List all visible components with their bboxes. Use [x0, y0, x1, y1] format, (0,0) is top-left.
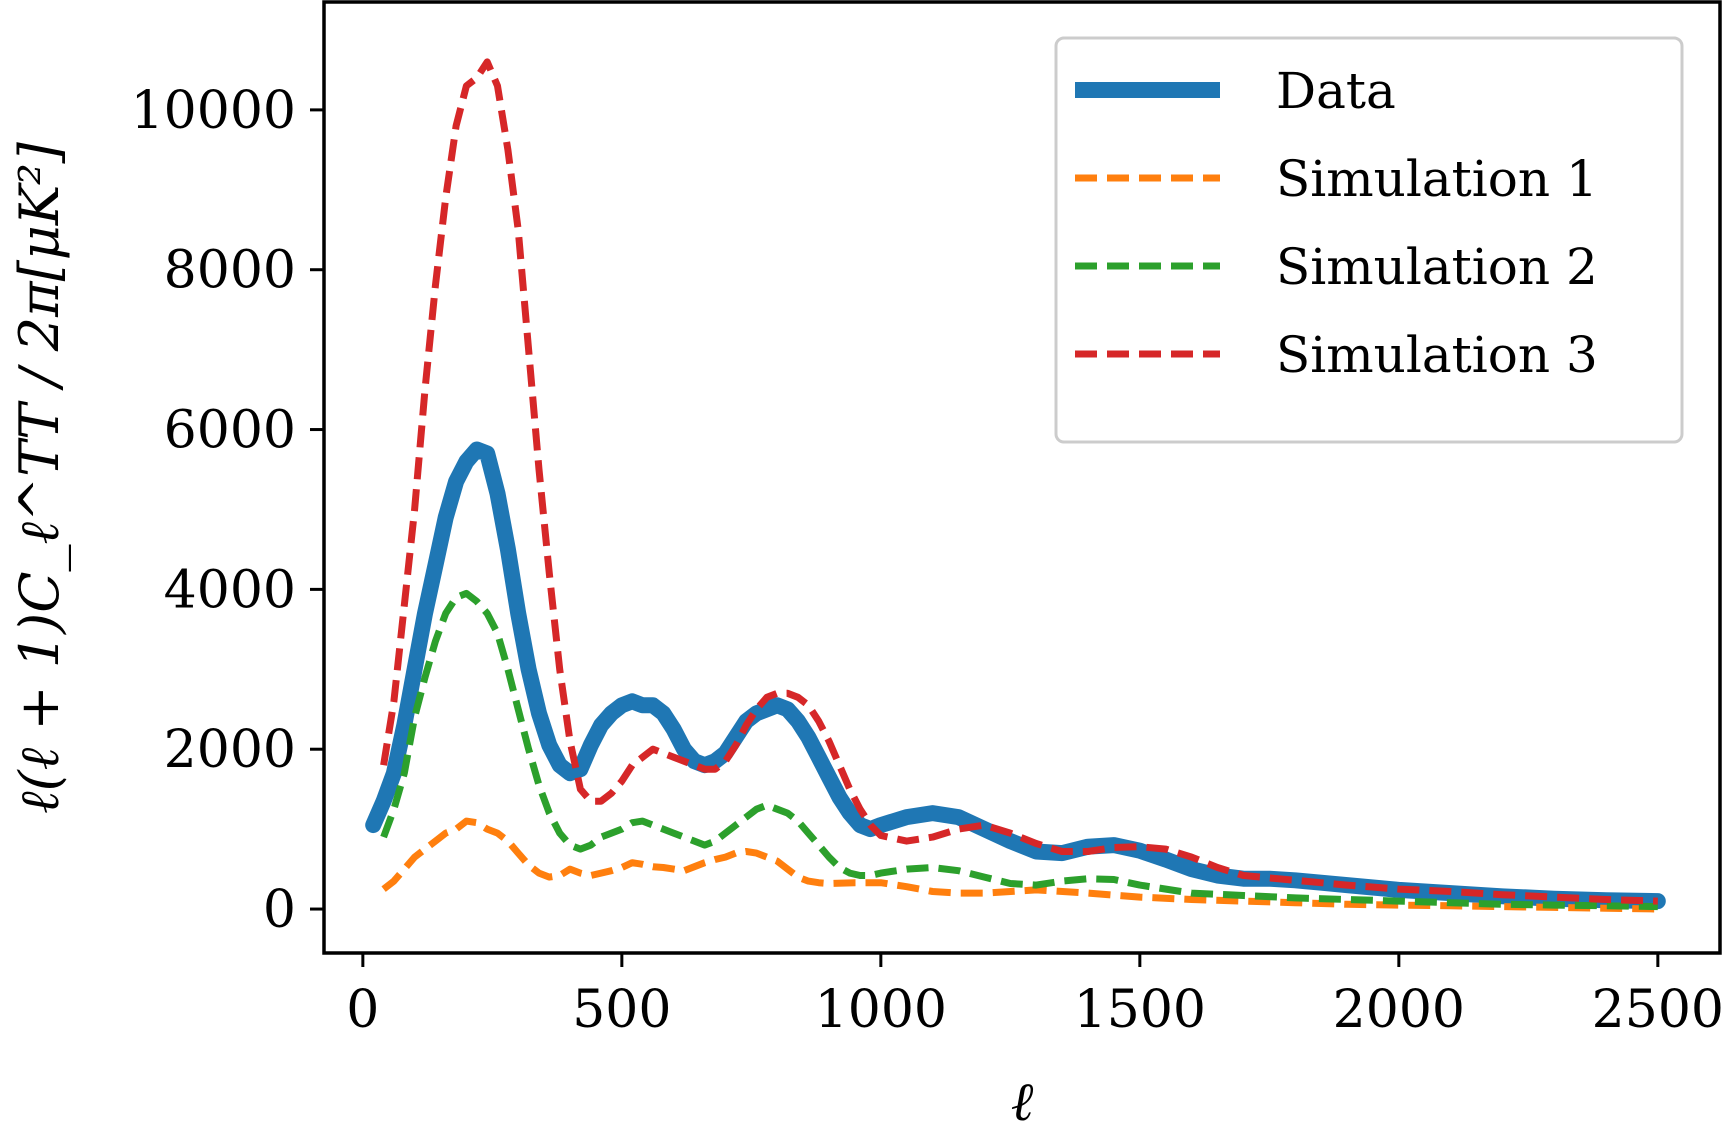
legend-label: Data [1276, 62, 1396, 120]
legend-items: Data Simulation 1 Simulation 2 Simulation 3 [1075, 62, 1598, 384]
legend-box [1054, 36, 1684, 444]
series-line-simulation-3 [380, 58, 1658, 905]
series-line-data [365, 441, 1666, 910]
x-tick-label: 2500 [1592, 980, 1724, 1040]
legend-label: Simulation 3 [1276, 326, 1598, 384]
x-tick-label: 500 [572, 980, 671, 1040]
legend-label: Simulation 2 [1276, 238, 1598, 296]
legend: Data Simulation 1 Simulation 2 Simulation 3 [1054, 36, 1684, 444]
y-tick-label: 6000 [164, 401, 296, 461]
x-tick-label: 1000 [815, 980, 947, 1040]
series-layer [365, 58, 1666, 913]
x-axis-ticks: 0 500 1000 1500 2000 2500 [346, 953, 1724, 1040]
y-tick-label: 2000 [164, 720, 296, 780]
x-tick-label: 1500 [1074, 980, 1206, 1040]
y-tick-label: 0 [263, 880, 296, 940]
series-line-simulation-2 [380, 589, 1658, 911]
y-axis-ticks: 0 2000 4000 6000 8000 10000 [131, 81, 324, 940]
x-axis-label: ℓ [1011, 1070, 1034, 1133]
y-tick-label: 10000 [131, 81, 296, 141]
x-tick-label: 2000 [1333, 980, 1465, 1040]
plot-area-frame [322, 0, 1722, 955]
legend-label: Simulation 1 [1276, 150, 1598, 208]
y-tick-label: 4000 [164, 560, 296, 620]
y-axis-label: ℓ(ℓ + 1)C_ℓ^TT / 2π[μK²] [8, 141, 71, 814]
x-tick-label: 0 [346, 980, 379, 1040]
y-tick-label: 8000 [164, 241, 296, 301]
series-line-simulation-1 [381, 817, 1658, 913]
